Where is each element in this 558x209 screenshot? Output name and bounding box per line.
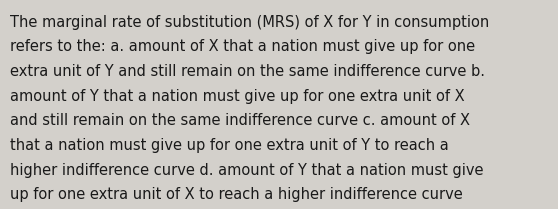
Text: that a nation must give up for one extra unit of Y to reach a: that a nation must give up for one extra… xyxy=(10,138,449,153)
Text: The marginal rate of substitution (MRS) of X for Y in consumption: The marginal rate of substitution (MRS) … xyxy=(10,15,489,30)
Text: up for one extra unit of X to reach a higher indifference curve: up for one extra unit of X to reach a hi… xyxy=(10,187,463,202)
Text: higher indifference curve d. amount of Y that a nation must give: higher indifference curve d. amount of Y… xyxy=(10,163,484,178)
Text: refers to the: a. amount of X that a nation must give up for one: refers to the: a. amount of X that a nat… xyxy=(10,39,475,54)
Text: and still remain on the same indifference curve c. amount of X: and still remain on the same indifferenc… xyxy=(10,113,470,128)
Text: amount of Y that a nation must give up for one extra unit of X: amount of Y that a nation must give up f… xyxy=(10,89,465,104)
Text: extra unit of Y and still remain on the same indifference curve b.: extra unit of Y and still remain on the … xyxy=(10,64,485,79)
